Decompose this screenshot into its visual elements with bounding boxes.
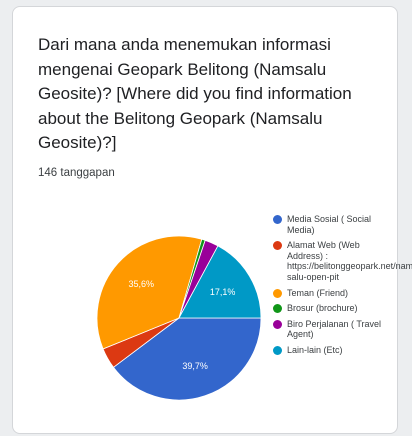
slice-label-etc: 17,1% — [210, 287, 236, 297]
legend-item-web-address: Alamat Web (Web Address) : https://belit… — [271, 240, 412, 282]
legend-label-brochure: Brosur (brochure) — [287, 303, 358, 314]
legend-swatch-web-address — [273, 241, 282, 251]
chart-legend: Media Sosial ( Social Media) Alamat Web (… — [271, 214, 412, 361]
legend-label-etc: Lain-lain (Etc) — [287, 344, 343, 355]
legend-item-etc: Lain-lain (Etc) — [271, 345, 393, 356]
legend-swatch-travel-agent — [273, 319, 282, 329]
legend-swatch-etc — [273, 345, 282, 355]
legend-item-friend: Teman (Friend) — [271, 288, 393, 299]
legend-label-social-media: Media Sosial ( Social Media) — [287, 214, 372, 235]
legend-swatch-brochure — [273, 304, 282, 314]
pie-slice-etc[interactable] — [178, 245, 262, 319]
chart-card: Dari mana anda menemukan informasi menge… — [12, 6, 412, 434]
legend-swatch-social-media — [273, 215, 282, 224]
slice-label-friend: 35,6% — [128, 279, 154, 289]
response-count: 146 tanggapan — [38, 167, 115, 179]
legend-item-brochure: Brosur (brochure) — [271, 303, 393, 314]
legend-label-travel-agent: Biro Perjalanan ( Travel Agent) — [287, 318, 382, 340]
pie-slice-social-media[interactable] — [112, 317, 262, 401]
legend-swatch-friend — [273, 288, 282, 298]
legend-label-friend: Teman (Friend) — [287, 287, 349, 298]
slice-label-social-media: 39,7% — [182, 361, 208, 371]
legend-item-travel-agent: Biro Perjalanan ( Travel Agent) — [271, 319, 393, 340]
pie-slice-friend[interactable] — [96, 235, 203, 350]
pie-chart: 39,7% 35,6% 17,1% — [96, 235, 262, 401]
question-title: Dari mana anda menemukan informasi menge… — [38, 35, 352, 152]
legend-item-social-media: Media Sosial ( Social Media) — [271, 214, 393, 235]
legend-label-web-address: Alamat Web (Web Address) : https://belit… — [287, 240, 412, 282]
